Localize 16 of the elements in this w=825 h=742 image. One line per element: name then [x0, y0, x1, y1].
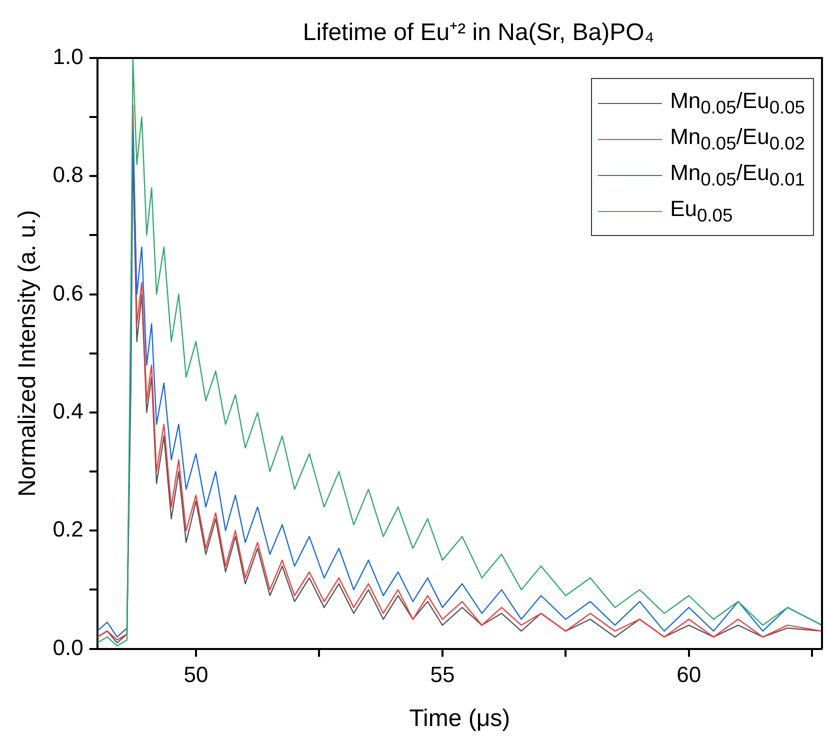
y-tick-label: 0.4 — [52, 398, 84, 424]
y-tick-label: 0.6 — [52, 280, 84, 306]
legend-label: Mn$_{0.05}$/Eu$_{0.02}$ — [670, 124, 805, 154]
y-tick-label: 0.8 — [52, 162, 84, 188]
x-tick-label: 55 — [430, 662, 455, 688]
y-tick-label: 0.2 — [52, 516, 84, 542]
x-axis-title: Time (μs) — [409, 705, 510, 732]
y-tick-label: 0.0 — [52, 634, 84, 660]
legend-label: Mn$_{0.05}$/Eu$_{0.01}$ — [670, 160, 805, 190]
legend-label: Mn$_{0.05}$/Eu$_{0.05}$ — [670, 88, 805, 118]
x-tick-label: 60 — [676, 662, 702, 688]
x-tick-label: 50 — [184, 662, 208, 688]
legend-label: Eu$_{0.05}$ — [670, 196, 733, 226]
chart-title: Lifetime of Eu⁺² in Na(Sr, Ba)PO₄ — [302, 18, 656, 47]
y-tick-label: 1.0 — [52, 44, 84, 70]
y-axis-title: Normalized Intensity (a. u.) — [14, 210, 42, 497]
